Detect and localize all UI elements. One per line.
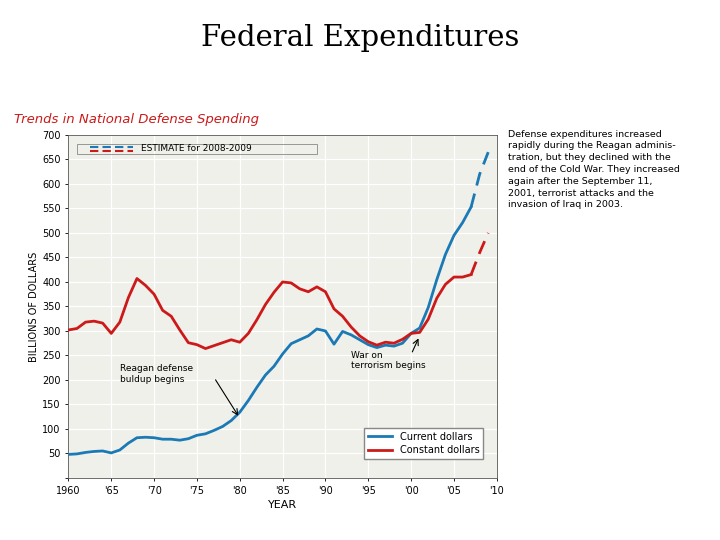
Y-axis label: BILLIONS OF DOLLARS: BILLIONS OF DOLLARS: [30, 251, 40, 362]
X-axis label: YEAR: YEAR: [268, 500, 297, 510]
Legend: Current dollars, Constant dollars: Current dollars, Constant dollars: [364, 428, 483, 460]
Text: Reagan defense
buldup begins: Reagan defense buldup begins: [120, 364, 193, 384]
Text: Defense expenditures increased
rapidly during the Reagan adminis-
tration, but t: Defense expenditures increased rapidly d…: [508, 130, 680, 210]
Text: Federal Expenditures: Federal Expenditures: [201, 24, 519, 52]
Text: FIGURE 14.4: FIGURE 14.4: [23, 98, 100, 108]
Text: ESTIMATE for 2008-2009: ESTIMATE for 2008-2009: [141, 145, 252, 153]
Text: War on
terrorism begins: War on terrorism begins: [351, 350, 426, 370]
Text: Trends in National Defense Spending: Trends in National Defense Spending: [14, 113, 259, 126]
